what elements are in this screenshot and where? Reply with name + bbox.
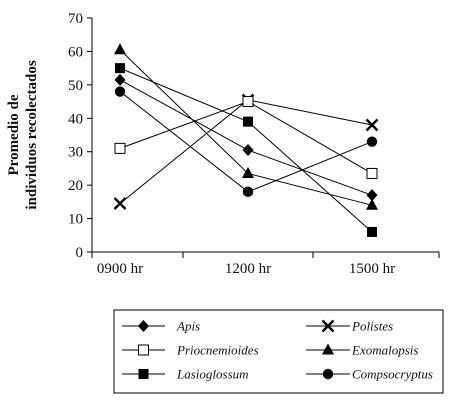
legend-label-exomalopsis: Exomalopsis bbox=[351, 343, 418, 358]
point-priocnemioides-1 bbox=[242, 96, 254, 108]
y-tick-label-40: 40 bbox=[68, 111, 83, 127]
point-compsocryptus-2 bbox=[366, 136, 378, 147]
point-polistes-0-stroke-b bbox=[113, 197, 127, 210]
legend-marker-polistes-stroke-b bbox=[321, 319, 335, 333]
legend-marker-lasioglossum bbox=[138, 369, 149, 379]
point-exomalopsis-1 bbox=[242, 166, 254, 178]
x-axis: 0900 hr 1200 hr 1500 hr bbox=[91, 251, 440, 277]
legend-marker-exomalopsis bbox=[322, 343, 334, 355]
point-priocnemioides-2 bbox=[366, 167, 378, 179]
point-priocnemioides-0 bbox=[114, 142, 126, 154]
y-tick-label-70: 70 bbox=[68, 11, 83, 27]
series-lines bbox=[119, 49, 373, 233]
point-polistes-0 bbox=[113, 197, 127, 210]
x-tick-label-2: 1500 hr bbox=[349, 261, 395, 277]
legend-label-priocnemioides: Priocnemioides bbox=[176, 343, 259, 358]
y-tick-label-30: 30 bbox=[68, 145, 83, 161]
legend-marker-priocnemioides bbox=[138, 344, 149, 356]
y-axis-title: Promedio de individuos recolectados bbox=[6, 60, 40, 209]
legend-label-polistes: Polistes bbox=[351, 319, 393, 334]
legend: Apis Polistes Priocnemioides Exomalopsis Las… bbox=[113, 309, 444, 394]
legend-box bbox=[113, 309, 444, 394]
y-axis: 0 10 20 30 40 50 60 70 bbox=[68, 11, 93, 261]
legend-marker-polistes bbox=[321, 319, 335, 333]
legend-label-compsocryptus: Compsocryptus bbox=[352, 367, 433, 382]
series-markers bbox=[113, 43, 379, 237]
point-exomalopsis-0 bbox=[114, 43, 126, 55]
point-polistes-2 bbox=[365, 118, 379, 132]
y-axis-title-line-1: Promedio de bbox=[6, 94, 22, 175]
y-tick-label-0: 0 bbox=[76, 245, 84, 261]
point-apis-1 bbox=[242, 144, 254, 157]
y-tick-label-20: 20 bbox=[68, 178, 83, 194]
y-axis-title-line-2: individuos recolectados bbox=[24, 60, 40, 209]
point-apis-2 bbox=[366, 189, 378, 202]
point-lasioglossum-2 bbox=[367, 226, 377, 237]
y-tick-label-50: 50 bbox=[68, 78, 83, 94]
legend-marker-apis bbox=[138, 320, 149, 332]
x-tick-label-1: 1200 hr bbox=[225, 261, 271, 277]
legend-label-apis: Apis bbox=[176, 319, 200, 334]
point-apis-0 bbox=[114, 73, 126, 86]
y-tick-label-10: 10 bbox=[68, 212, 83, 228]
point-compsocryptus-1 bbox=[242, 186, 254, 198]
point-lasioglossum-0 bbox=[115, 63, 125, 74]
x-tick-label-0: 0900 hr bbox=[97, 261, 143, 277]
point-exomalopsis-2 bbox=[366, 198, 378, 210]
legend-label-lasioglossum: Lasioglossum bbox=[176, 367, 249, 382]
legend-marker-compsocryptus bbox=[322, 368, 334, 380]
y-tick-label-60: 60 bbox=[68, 44, 83, 60]
point-polistes-2-stroke-b bbox=[365, 118, 379, 132]
point-lasioglossum-1 bbox=[243, 116, 253, 127]
series-line-priocnemioides bbox=[119, 101, 373, 174]
point-compsocryptus-0 bbox=[114, 86, 126, 97]
